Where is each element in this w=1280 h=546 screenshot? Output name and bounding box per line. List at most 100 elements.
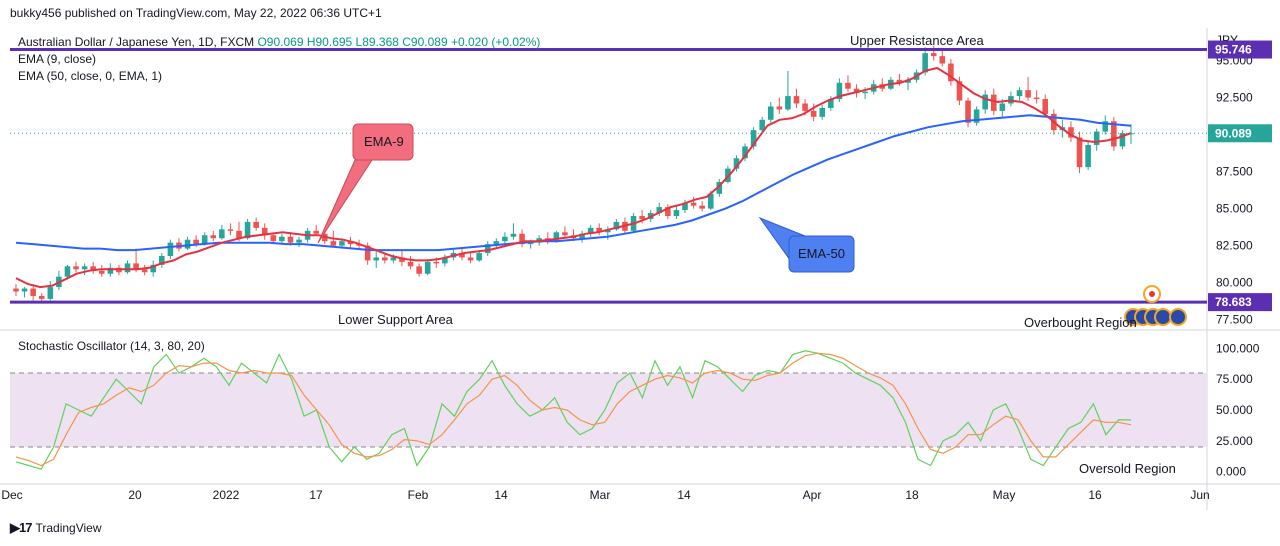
time-tick-label: 16	[1088, 488, 1102, 502]
candle	[1102, 115, 1109, 135]
candle	[1016, 87, 1023, 101]
candle-body	[742, 146, 748, 159]
candle	[407, 255, 414, 270]
ema9-line	[15, 66, 1132, 289]
candle	[1068, 121, 1074, 142]
candle-body	[639, 216, 645, 219]
candle-body	[793, 96, 800, 104]
candle-body	[416, 266, 422, 274]
candle-body	[279, 236, 285, 242]
candle-body	[227, 229, 234, 231]
legend-ema9: EMA (9, close)	[18, 52, 97, 66]
legend-symbol: Australian Dollar / Japanese Yen, 1D, FX…	[18, 35, 255, 49]
stoch-d-line	[15, 352, 1132, 467]
candle-body	[493, 241, 500, 245]
candle	[544, 232, 551, 245]
candle-body	[1085, 144, 1091, 168]
tradingview-logo[interactable]: ▶17 TradingView	[10, 520, 102, 536]
stoch-tick-label: 0.000	[1216, 465, 1246, 479]
candle-body	[776, 106, 783, 110]
candle	[81, 263, 88, 276]
price-tick-label: 82.500	[1216, 239, 1253, 253]
candle-body	[973, 109, 980, 123]
price-tick-label: 92.500	[1216, 91, 1253, 105]
overbought-label: Overbought Region	[1024, 315, 1137, 330]
candle-body	[510, 233, 517, 237]
candle-body	[73, 266, 79, 270]
candle	[810, 103, 817, 122]
candle-body	[347, 241, 354, 245]
candle-body	[184, 239, 191, 249]
candle-body	[1111, 121, 1117, 147]
candle-body	[167, 242, 174, 256]
candle	[510, 223, 517, 240]
candle	[467, 251, 474, 264]
candle-body	[107, 267, 114, 274]
candle	[442, 254, 448, 267]
candle-body	[750, 130, 757, 147]
stoch-tick-label: 75.000	[1216, 372, 1253, 386]
candle-body	[596, 227, 603, 233]
candle	[347, 236, 354, 249]
event-au-icon	[1169, 308, 1187, 326]
candle-body	[159, 255, 165, 265]
candle	[665, 204, 671, 219]
candle-body	[407, 261, 414, 267]
time-tick-label: 2022	[213, 488, 240, 502]
candle-body	[442, 257, 448, 264]
candle-body	[767, 106, 774, 120]
time-tick-label: 17	[309, 488, 323, 502]
price-tick-label: 87.500	[1216, 165, 1253, 179]
candle	[793, 88, 800, 108]
candle-body	[98, 270, 105, 274]
candle	[562, 226, 568, 239]
candle-body	[990, 94, 997, 111]
candle-body	[690, 202, 697, 206]
candle	[948, 59, 954, 86]
candle	[733, 155, 740, 172]
candle-body	[47, 287, 54, 299]
candle-body	[733, 158, 740, 169]
candle	[261, 223, 268, 240]
candle-body	[845, 82, 851, 89]
event-au-icon	[1154, 308, 1172, 326]
candle-body	[527, 242, 534, 245]
candle	[30, 284, 36, 301]
candle-body	[382, 257, 388, 261]
stoch-band-fill	[10, 373, 1207, 447]
candle-body	[707, 193, 714, 209]
candle	[965, 97, 971, 128]
candle	[313, 224, 319, 236]
candle	[1033, 90, 1040, 104]
candle	[167, 239, 174, 259]
candle-body	[30, 288, 36, 296]
candle-body	[313, 230, 319, 234]
candle-body	[896, 79, 903, 83]
candle-body	[579, 233, 585, 239]
stoch-tick-label: 25.000	[1216, 434, 1253, 448]
candle	[47, 281, 54, 301]
candle-body	[373, 257, 380, 261]
candle-body	[519, 233, 525, 245]
candle-body	[296, 239, 302, 243]
candle-body	[124, 263, 131, 273]
ema9-callout-label: EMA-9	[364, 134, 404, 149]
candle-body	[613, 221, 620, 230]
time-tick-label: Jun	[1190, 488, 1209, 502]
candle	[416, 263, 422, 277]
oversold-label: Oversold Region	[1079, 461, 1176, 476]
legend-ema50: EMA (50, close, 0, EMA, 1)	[18, 69, 163, 83]
candle-body	[1042, 99, 1049, 114]
candle-body	[90, 266, 96, 271]
level-price-box	[1208, 40, 1272, 59]
candle-body	[716, 181, 723, 194]
candle	[219, 224, 225, 240]
economic-events-icons	[1124, 285, 1187, 326]
candle-body	[364, 245, 371, 261]
candle-body	[424, 261, 431, 274]
candle	[1008, 91, 1014, 107]
candle-body	[467, 257, 474, 261]
time-tick-label: 18	[905, 488, 919, 502]
candle-body	[1033, 97, 1040, 100]
